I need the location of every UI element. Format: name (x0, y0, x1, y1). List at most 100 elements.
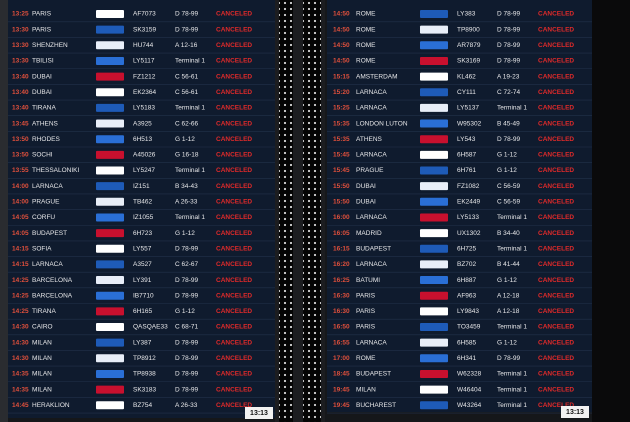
airline-logo (96, 197, 124, 206)
destination: BARCELONA (32, 277, 73, 284)
gate: G 1-12 (175, 136, 195, 143)
gate: Terminal 1 (497, 324, 527, 331)
airline-logo (420, 385, 448, 394)
flight-number: 6H513 (133, 136, 153, 143)
destination: THESSALONIKI (32, 167, 80, 174)
departure-time: 16:20 (333, 261, 350, 268)
flight-number: AR7879 (457, 42, 481, 49)
departure-time: 14:30 (12, 339, 29, 346)
flight-number: LY391 (133, 277, 152, 284)
destination: PARIS (32, 26, 52, 33)
gate: C 56-59 (497, 183, 521, 190)
status: CANCELED (538, 245, 574, 252)
airline-logo (96, 182, 124, 191)
flight-number: SK3159 (133, 26, 157, 33)
status: CANCELED (538, 199, 574, 206)
destination: LARNACA (356, 152, 387, 159)
destination: MILAN (32, 386, 52, 393)
gate: A 12-16 (175, 42, 198, 49)
flight-number: W62328 (457, 371, 482, 378)
gate: Terminal 1 (175, 58, 205, 65)
destination: BUDAPEST (356, 245, 391, 252)
airline-logo (420, 166, 448, 175)
airline-logo (96, 260, 124, 269)
flight-number: KL462 (457, 73, 476, 80)
departure-time: 14:50 (333, 58, 350, 65)
gate: Terminal 1 (497, 371, 527, 378)
airline-logo (96, 369, 124, 378)
flight-number: EK2364 (133, 89, 157, 96)
airline-logo (96, 244, 124, 253)
destination: TIRANA (32, 308, 57, 315)
airline-logo (420, 354, 448, 363)
airline-logo (420, 72, 448, 81)
flight-number: LY9843 (457, 308, 479, 315)
airline-logo (420, 276, 448, 285)
gate: G 16-18 (175, 152, 199, 159)
airline-logo (96, 307, 124, 316)
airline-logo (96, 338, 124, 347)
departure-time: 16:30 (333, 292, 350, 299)
destination: SOFIA (32, 245, 52, 252)
gate: D 78-99 (175, 277, 199, 284)
airline-logo (96, 401, 124, 410)
airline-logo (96, 88, 124, 97)
gate: D 78-99 (497, 11, 521, 18)
airline-logo (420, 88, 448, 97)
destination: ROME (356, 26, 376, 33)
departure-time: 13:25 (12, 11, 29, 18)
gate: A 26-33 (175, 199, 198, 206)
departure-time: 13:50 (12, 136, 29, 143)
flight-number: LY5117 (133, 58, 155, 65)
destination: ROME (356, 11, 376, 18)
departure-time: 16:15 (333, 245, 350, 252)
gate: D 78-99 (497, 42, 521, 49)
flight-number: LY5247 (133, 167, 155, 174)
destination: BARCELONA (32, 292, 73, 299)
gate: D 78-99 (497, 58, 521, 65)
flight-number: SK3169 (457, 58, 481, 65)
departure-time: 14:50 (333, 11, 350, 18)
airline-logo (420, 307, 448, 316)
status: CANCELED (216, 339, 252, 346)
airline-logo (96, 229, 124, 238)
departure-time: 13:50 (12, 152, 29, 159)
status: CANCELED (538, 355, 574, 362)
gate: D 78-99 (497, 355, 521, 362)
gate: A 12-18 (497, 308, 520, 315)
departure-time: 13:45 (12, 120, 29, 127)
gate: Terminal 1 (497, 402, 527, 409)
airline-logo (420, 103, 448, 112)
airline-logo (420, 401, 448, 410)
airline-logo (420, 150, 448, 159)
departure-time: 14:15 (12, 261, 29, 268)
airline-logo (96, 291, 124, 300)
airline-logo (420, 369, 448, 378)
departure-time: 15:45 (333, 167, 350, 174)
departure-time: 16:00 (333, 214, 350, 221)
flight-number: BZ754 (133, 402, 153, 409)
airline-logo (420, 260, 448, 269)
flight-number: EK2449 (457, 199, 481, 206)
destination: DUBAI (356, 183, 376, 190)
flight-number: TO3459 (457, 324, 481, 331)
status: CANCELED (216, 105, 252, 112)
perforated-panel (303, 0, 321, 422)
destination: LARNACA (356, 261, 387, 268)
status: CANCELED (216, 402, 252, 409)
gate: D 78-99 (175, 386, 199, 393)
destination: ROME (356, 58, 376, 65)
gate: B 41-44 (497, 261, 520, 268)
airline-logo (420, 197, 448, 206)
airline-logo (96, 56, 124, 65)
gate: Terminal 1 (175, 214, 205, 221)
status: CANCELED (538, 308, 574, 315)
departure-time: 14:35 (12, 386, 29, 393)
gate: D 78-99 (175, 339, 199, 346)
flight-number: LY557 (133, 245, 152, 252)
departure-time: 14:25 (12, 292, 29, 299)
gate: G 1-12 (175, 308, 195, 315)
departure-time: 19:45 (333, 402, 350, 409)
departure-time: 14:35 (12, 371, 29, 378)
